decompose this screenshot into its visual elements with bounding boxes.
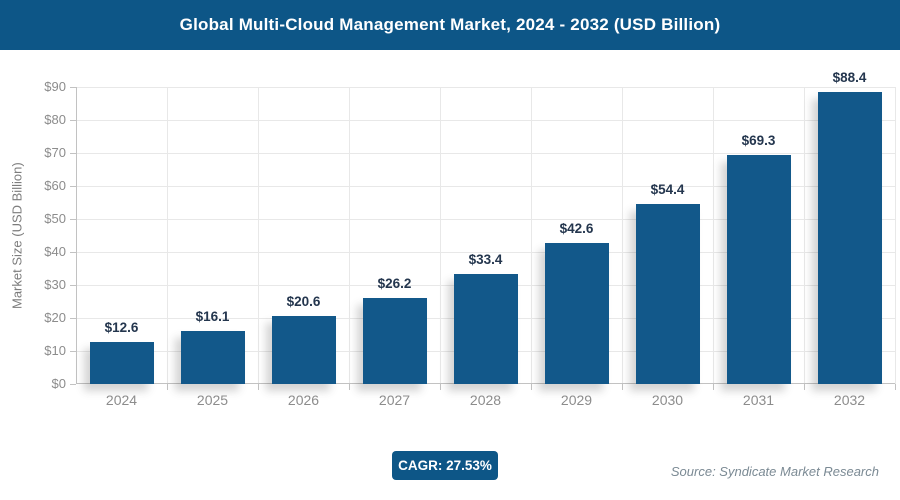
- y-tick-mark: [70, 351, 76, 352]
- y-tick-label: $40: [44, 244, 66, 259]
- x-tick-mark: [440, 384, 441, 390]
- x-tick-label: 2028: [469, 392, 502, 408]
- gridline-v: [349, 87, 350, 384]
- x-tick-label: 2030: [651, 392, 684, 408]
- bar-value-label: $16.1: [195, 308, 230, 324]
- plot-area: $0 $10 $20 $30 $40 $50 $60 $70 $80 $90 $12.6 2024 $1…: [44, 70, 896, 408]
- x-tick-label: 2026: [287, 392, 320, 408]
- y-tick-label: $80: [44, 112, 66, 127]
- x-tick-label: 2031: [742, 392, 775, 408]
- bar: [635, 204, 700, 384]
- cagr-badge: CAGR: 27.53%: [392, 451, 498, 480]
- bar-value-label: $69.3: [741, 133, 776, 149]
- x-tick-label: 2032: [833, 392, 866, 408]
- gridline-h: [76, 219, 895, 220]
- bar: [817, 92, 882, 384]
- gridline-v: [258, 87, 259, 384]
- gridline-h: [76, 252, 895, 253]
- y-tick-mark: [70, 318, 76, 319]
- bar: [180, 330, 245, 384]
- bar-value-label: $26.2: [377, 275, 412, 291]
- chart-title: Global Multi-Cloud Management Market, 20…: [179, 15, 721, 34]
- bar-value-label: $20.6: [286, 294, 321, 310]
- gridline-h: [76, 120, 895, 121]
- y-tick-mark: [70, 153, 76, 154]
- x-tick-mark: [349, 384, 350, 390]
- y-tick-label: $70: [44, 145, 66, 160]
- x-tick-mark: [622, 384, 623, 390]
- bar: [726, 155, 791, 384]
- x-tick-mark: [895, 384, 896, 390]
- bar-value-label: $12.6: [104, 320, 139, 336]
- y-axis-line: [76, 87, 77, 384]
- gridline-v: [895, 87, 896, 384]
- bar: [89, 342, 154, 384]
- chart-header: Global Multi-Cloud Management Market, 20…: [0, 0, 900, 50]
- x-tick-mark: [713, 384, 714, 390]
- y-tick-label: $50: [44, 211, 66, 226]
- y-tick-mark: [70, 120, 76, 121]
- y-tick-label: $20: [44, 310, 66, 325]
- x-tick-label: 2029: [560, 392, 593, 408]
- gridline-h: [76, 186, 895, 187]
- gridline-v: [622, 87, 623, 384]
- bar-value-label: $42.6: [559, 221, 594, 237]
- x-tick-mark: [804, 384, 805, 390]
- y-tick-label: $60: [44, 178, 66, 193]
- y-tick-mark: [70, 186, 76, 187]
- x-tick-label: 2027: [378, 392, 411, 408]
- y-tick-mark: [70, 384, 76, 385]
- bar: [453, 273, 518, 384]
- x-tick-label: 2025: [196, 392, 229, 408]
- bar-value-label: $33.4: [468, 251, 503, 267]
- y-tick-label: $90: [44, 79, 66, 94]
- bar: [271, 316, 336, 384]
- x-tick-mark: [167, 384, 168, 390]
- y-axis-title: Market Size (USD Billion): [9, 162, 25, 309]
- y-tick-label: $0: [51, 376, 66, 391]
- x-tick-mark: [258, 384, 259, 390]
- y-tick-mark: [70, 87, 76, 88]
- bar: [362, 297, 427, 384]
- gridline-h: [76, 153, 895, 154]
- bar: [544, 243, 609, 384]
- gridline-v: [713, 87, 714, 384]
- gridline-v: [167, 87, 168, 384]
- gridline-h: [76, 87, 895, 88]
- y-tick-label: $30: [44, 277, 66, 292]
- x-tick-label: 2024: [105, 392, 138, 408]
- gridline-v: [804, 87, 805, 384]
- gridline-v: [531, 87, 532, 384]
- y-tick-mark: [70, 219, 76, 220]
- bar-value-label: $88.4: [832, 70, 867, 86]
- bar-value-label: $54.4: [650, 182, 685, 198]
- y-tick-mark: [70, 252, 76, 253]
- y-tick-mark: [70, 285, 76, 286]
- y-tick-label: $10: [44, 343, 66, 358]
- source-text: Source: Syndicate Market Research: [670, 464, 879, 479]
- x-tick-mark: [531, 384, 532, 390]
- gridline-v: [440, 87, 441, 384]
